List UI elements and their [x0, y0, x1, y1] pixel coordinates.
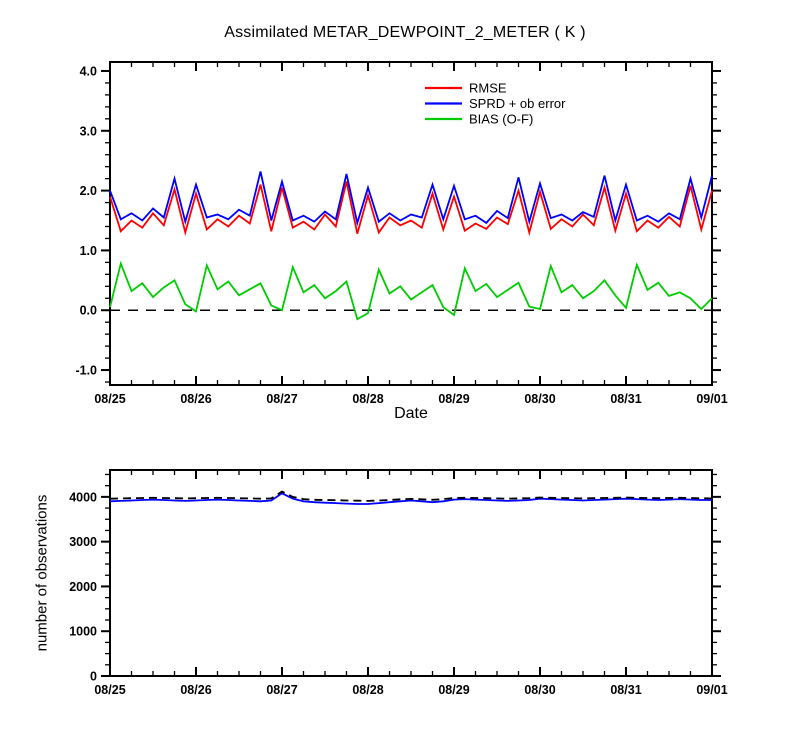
series-line-bias-o-f: [109, 260, 713, 321]
x-tick-label: 08/29: [438, 392, 469, 406]
y-axis-title-observations: number of observations: [33, 494, 51, 652]
y-tick-label: 4000: [69, 490, 97, 504]
series-line-rmse: [109, 181, 713, 237]
x-tick-label: 08/31: [610, 392, 641, 406]
plot-frame: [109, 61, 713, 386]
x-tick-label: 09/01: [696, 392, 727, 406]
y-tick-label: 3.0: [80, 124, 97, 138]
y-tick-label: 4.0: [80, 64, 97, 78]
x-tick-label: 08/25: [94, 683, 125, 697]
x-tick-label: 08/28: [352, 683, 383, 697]
y-tick-label: 0.0: [80, 304, 97, 318]
x-tick-label: 08/31: [610, 683, 641, 697]
x-tick-label: 08/26: [180, 683, 211, 697]
x-tick-label: 08/26: [180, 392, 211, 406]
y-tick-label: -1.0: [75, 364, 97, 378]
series-line-observations-dashed: [109, 490, 713, 502]
y-tick-label: 1000: [69, 625, 97, 639]
y-tick-label: 3000: [69, 535, 97, 549]
x-tick-label: 09/01: [696, 683, 727, 697]
y-tick-label: 1.0: [80, 244, 97, 258]
y-tick-label: 2000: [69, 580, 97, 594]
x-tick-label: 08/27: [266, 683, 297, 697]
series-line-observations: [109, 492, 712, 505]
legend-label: BIAS (O-F): [469, 112, 533, 127]
chart-title: Assimilated METAR_DEWPOINT_2_METER ( K ): [224, 24, 586, 41]
legend-label: SPRD + ob error: [469, 96, 566, 111]
y-tick-label: 2.0: [80, 184, 97, 198]
x-tick-label: 08/29: [438, 683, 469, 697]
x-axis-title: Date: [394, 405, 428, 422]
y-tick-label: 0: [90, 670, 97, 684]
series-line-sprd-ob-error: [109, 171, 713, 227]
x-tick-label: 08/27: [266, 392, 297, 406]
legend-label: RMSE: [469, 81, 507, 96]
x-tick-label: 08/30: [524, 683, 555, 697]
metrics-panel: 08/25 08/26 08/27 08/28 08/29 08/30 08/31 09/01…: [75, 61, 728, 406]
x-tick-label: 08/30: [524, 392, 555, 406]
x-tick-label: 08/25: [94, 392, 125, 406]
x-tick-label: 08/28: [352, 392, 383, 406]
observations-panel: 08/25 08/26 08/27 08/28 08/29 08/30 08/31 09/01…: [69, 469, 728, 697]
